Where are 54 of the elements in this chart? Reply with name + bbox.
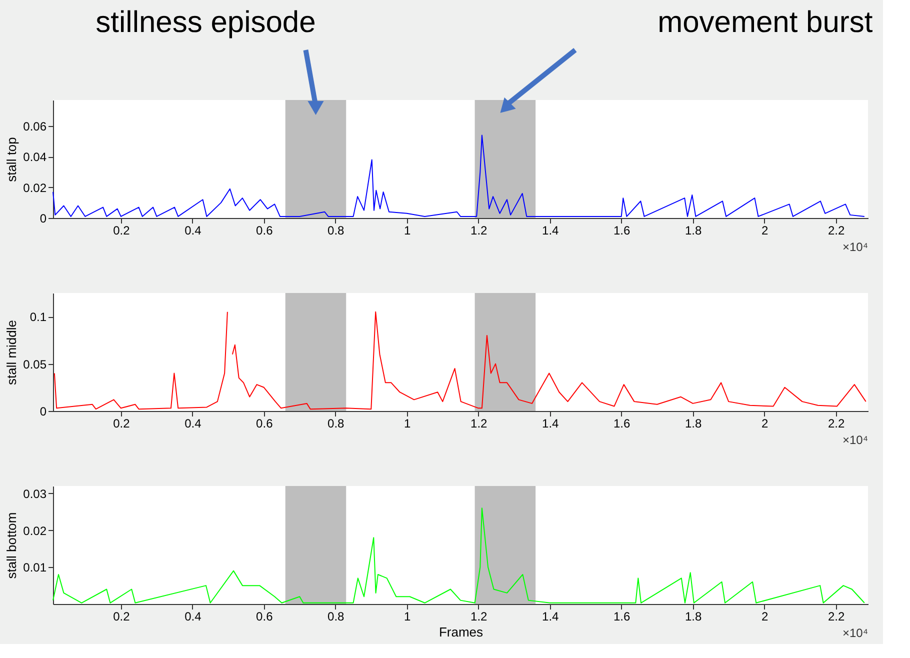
y-tick-label: 0.03 bbox=[23, 486, 47, 501]
x-tick-label: 0.6 bbox=[256, 224, 274, 238]
x-tick-label: 1.2 bbox=[470, 224, 488, 238]
x-tick-label: 1.8 bbox=[685, 610, 702, 624]
x-tick-label: 2.2 bbox=[828, 416, 845, 430]
x-tick-label: 1 bbox=[404, 416, 412, 430]
y-tick-label: 0.06 bbox=[23, 120, 47, 134]
text: ×10⁴ bbox=[842, 626, 868, 640]
text: movement burst bbox=[658, 6, 874, 39]
x-tick-label: 1.2 bbox=[470, 610, 488, 624]
y-axis-title: stall top bbox=[4, 137, 20, 182]
x-tick-label: 0.2 bbox=[113, 416, 130, 430]
x-tick-label: 0.4 bbox=[184, 416, 202, 430]
x-tick-label: 0.6 bbox=[256, 610, 274, 624]
x-tick-label: 2 bbox=[761, 224, 768, 238]
x-tick-label: 0.8 bbox=[328, 416, 345, 430]
x-tick-label: 1.6 bbox=[614, 224, 631, 238]
y-tick-label: 0.05 bbox=[23, 357, 47, 372]
x-tick-label: 0.4 bbox=[184, 610, 202, 624]
x-tick-label: 1.4 bbox=[542, 610, 560, 624]
line-series bbox=[52, 134, 865, 217]
x-tick-label: 1.6 bbox=[614, 610, 631, 624]
y-tick-label: 0.01 bbox=[23, 560, 47, 575]
x-tick-label: 1.2 bbox=[470, 416, 488, 430]
x-tick-label: 1 bbox=[404, 610, 412, 624]
x-tick-label: 2 bbox=[761, 416, 768, 430]
x-tick-label: 1.8 bbox=[685, 416, 702, 430]
y-tick-label: 0.1 bbox=[30, 310, 47, 324]
text: ×10⁴ bbox=[842, 240, 868, 254]
x-tick-label: 1 bbox=[404, 224, 412, 238]
x-tick-label: 0.8 bbox=[328, 224, 345, 238]
y-axis-title: stall middle bbox=[4, 320, 20, 386]
x-tick-label: 1.4 bbox=[542, 224, 560, 238]
x-tick-label: 1.8 bbox=[685, 224, 702, 238]
x-tick-label: 0.2 bbox=[113, 610, 130, 624]
y-tick-label: 0.04 bbox=[23, 150, 47, 164]
text: ×10⁴ bbox=[842, 433, 868, 447]
y-tick-label: 0 bbox=[40, 404, 47, 418]
x-tick-label: 0.8 bbox=[328, 610, 345, 624]
x-tick-label: 2 bbox=[761, 610, 768, 624]
x-tick-label: 2.2 bbox=[828, 224, 845, 238]
x-tick-label: 0.6 bbox=[256, 416, 274, 430]
x-tick-label: 0.4 bbox=[184, 224, 202, 238]
text: stillness episode bbox=[96, 6, 316, 39]
line-series bbox=[52, 508, 865, 604]
y-tick-label: 0 bbox=[40, 212, 47, 226]
y-tick-label: 0.02 bbox=[23, 180, 47, 195]
x-axis-title: Frames bbox=[438, 624, 484, 640]
y-tick-label: 0.02 bbox=[23, 524, 47, 538]
x-tick-label: 1.4 bbox=[542, 416, 560, 430]
y-axis-title: stall bottom bbox=[4, 512, 20, 579]
x-tick-label: 1.6 bbox=[614, 416, 631, 430]
x-tick-label: 2.2 bbox=[828, 610, 845, 624]
x-tick-label: 0.2 bbox=[113, 224, 130, 238]
